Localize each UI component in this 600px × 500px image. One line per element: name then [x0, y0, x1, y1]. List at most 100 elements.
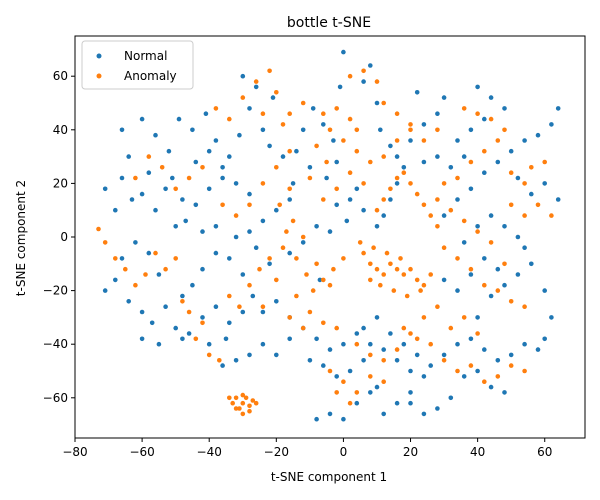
point-anomaly — [488, 240, 494, 245]
point-anomaly — [357, 240, 363, 245]
point-anomaly — [334, 186, 340, 192]
point-normal — [482, 347, 487, 352]
point-normal — [139, 191, 145, 197]
point-normal — [163, 304, 168, 310]
point-normal — [522, 245, 527, 250]
point-normal — [361, 79, 366, 84]
point-normal — [149, 320, 155, 326]
point-anomaly — [294, 256, 299, 261]
point-normal — [139, 309, 145, 315]
point-normal — [455, 138, 460, 143]
point-normal — [461, 240, 467, 245]
point-anomaly — [475, 111, 480, 116]
point-anomaly — [381, 379, 387, 385]
point-anomaly — [274, 90, 279, 95]
point-normal — [300, 240, 306, 245]
point-normal — [347, 197, 353, 202]
point-anomaly — [448, 207, 454, 213]
point-anomaly — [300, 234, 306, 240]
point-anomaly — [441, 245, 447, 250]
point-normal — [146, 250, 152, 256]
point-anomaly — [408, 181, 413, 186]
point-anomaly — [230, 400, 235, 406]
point-normal — [206, 186, 212, 192]
point-normal — [468, 272, 474, 277]
point-normal — [414, 90, 420, 95]
point-normal — [129, 197, 135, 202]
point-normal — [133, 240, 138, 245]
point-anomaly — [441, 358, 447, 363]
point-anomaly — [421, 315, 427, 320]
point-normal — [274, 207, 279, 213]
point-normal — [502, 390, 507, 395]
point-normal — [374, 100, 380, 106]
point-normal — [522, 138, 527, 143]
point-anomaly — [220, 202, 225, 208]
point-normal — [408, 138, 413, 143]
point-normal — [206, 341, 212, 347]
point-normal — [468, 127, 474, 133]
point-anomaly — [347, 73, 353, 79]
point-normal — [280, 154, 286, 159]
point-normal — [314, 416, 319, 422]
point-anomaly — [468, 266, 474, 272]
point-anomaly — [274, 277, 279, 283]
point-normal — [368, 390, 373, 395]
point-normal — [394, 181, 400, 186]
point-anomaly — [334, 106, 340, 111]
point-anomaly — [240, 95, 246, 100]
point-normal — [307, 165, 313, 170]
point-anomaly — [96, 226, 101, 232]
point-anomaly — [267, 256, 272, 261]
point-anomaly — [361, 68, 366, 74]
point-normal — [190, 282, 195, 288]
point-normal — [421, 159, 427, 165]
point-normal — [435, 111, 440, 116]
point-anomaly — [334, 325, 340, 331]
point-anomaly — [327, 127, 333, 133]
y-tick-label: −20 — [43, 284, 68, 298]
point-normal — [237, 132, 242, 138]
point-anomaly — [361, 250, 366, 256]
point-anomaly — [381, 100, 387, 106]
point-anomaly — [102, 240, 108, 245]
point-normal — [414, 352, 420, 358]
point-normal — [327, 347, 333, 352]
point-anomaly — [327, 368, 333, 374]
point-anomaly — [354, 127, 360, 133]
point-anomaly — [368, 374, 373, 379]
point-normal — [495, 358, 501, 363]
point-normal — [448, 165, 454, 170]
point-anomaly — [394, 347, 400, 352]
point-anomaly — [300, 325, 306, 331]
point-normal — [475, 224, 480, 229]
point-anomaly — [186, 175, 192, 181]
point-normal — [555, 106, 561, 111]
point-anomaly — [274, 165, 279, 170]
point-normal — [213, 304, 219, 310]
point-normal — [334, 374, 340, 379]
point-anomaly — [227, 395, 232, 401]
point-normal — [542, 181, 547, 186]
point-normal — [421, 411, 427, 417]
point-normal — [287, 336, 293, 342]
point-normal — [102, 288, 108, 293]
point-anomaly — [374, 207, 380, 213]
point-normal — [374, 224, 380, 229]
point-anomaly — [482, 148, 487, 154]
point-normal — [247, 106, 252, 111]
point-normal — [368, 341, 373, 347]
point-anomaly — [341, 379, 346, 385]
point-anomaly — [522, 181, 527, 186]
x-axis: −80 −60 −40 −20 0 20 40 60 — [62, 438, 552, 459]
point-normal — [119, 256, 125, 261]
point-anomaly — [428, 213, 434, 218]
point-normal — [394, 154, 400, 159]
y-tick-label: 60 — [53, 69, 68, 83]
point-normal — [441, 95, 447, 100]
point-normal — [113, 207, 118, 213]
point-normal — [287, 197, 293, 202]
point-anomaly — [287, 111, 293, 116]
point-anomaly — [347, 400, 353, 406]
